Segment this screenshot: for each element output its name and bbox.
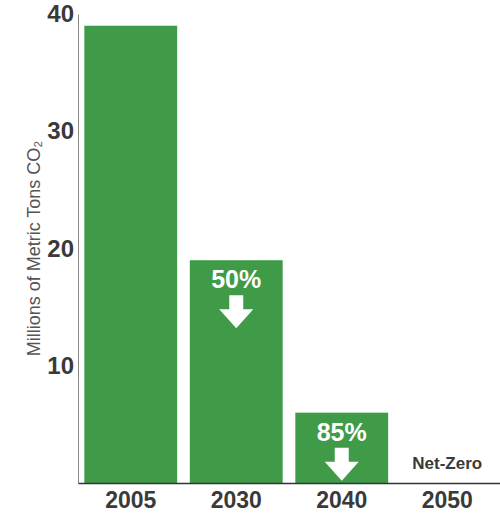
x-tick: 2030 [211, 487, 262, 513]
x-tick-label: 2040 [316, 487, 367, 513]
x-tick-label: 2030 [211, 487, 262, 513]
y-tick-label: 30 [47, 117, 74, 144]
annotation: 85% [317, 418, 367, 446]
x-tick-label: 2005 [105, 487, 156, 513]
bars [84, 26, 388, 483]
x-tick: 2040 [316, 487, 367, 513]
x-tick-label: 2050 [422, 487, 473, 513]
y-tick: 10 [47, 352, 78, 379]
y-tick-label: 10 [47, 352, 74, 379]
bar [295, 413, 388, 483]
x-axis-line [79, 483, 500, 485]
annotations: 50% 85% Net-Zero [211, 265, 482, 480]
arrow [325, 448, 359, 481]
annotation: 50% [211, 265, 261, 293]
annotation: Net-Zero [412, 454, 482, 473]
y-tick: 20 [47, 235, 78, 262]
chart: 102030402005203020402050Millions of Metr… [0, 0, 500, 521]
y-axis-title: Millions of Metric Tons CO₂ [24, 141, 44, 357]
x-axis: 2005 2030 2040 2050 [79, 484, 500, 514]
y-tick-label: 20 [47, 235, 74, 262]
x-tick: 2050 [422, 487, 473, 513]
arrow [219, 295, 253, 328]
y-axis-line [78, 15, 79, 484]
bar [190, 260, 283, 483]
x-tick: 2005 [105, 487, 156, 513]
bar [84, 26, 177, 483]
y-tick: 40 [47, 0, 78, 27]
y-tick-label: 40 [47, 0, 74, 27]
y-tick: 30 [47, 117, 78, 144]
y-axis: 10 20 30 40 [47, 0, 78, 483]
